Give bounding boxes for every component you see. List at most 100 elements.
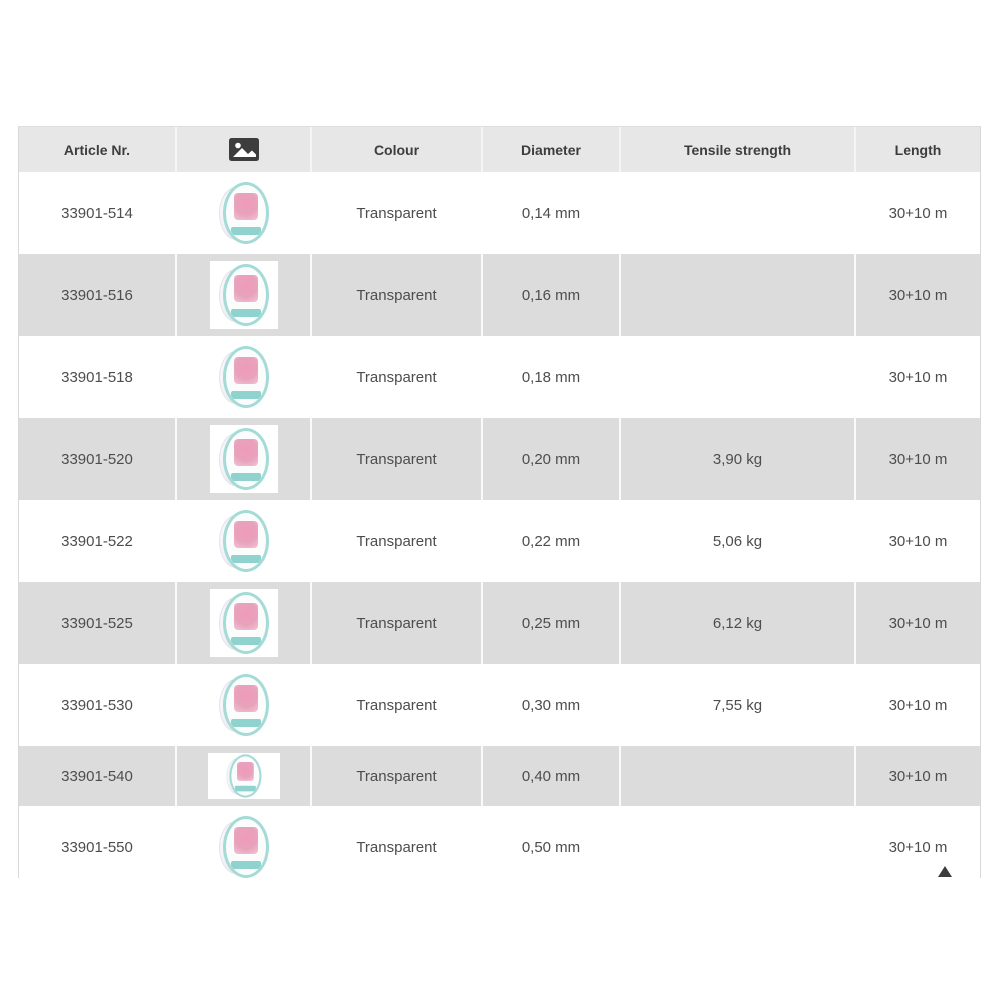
product-image-cell	[175, 336, 310, 418]
spool-band	[230, 391, 261, 399]
fishing-line-spool-image	[218, 816, 269, 878]
product-image-cell	[175, 254, 310, 336]
colour-value: Transparent	[310, 746, 481, 806]
colour-value: Transparent	[310, 254, 481, 336]
table-row: 33901-516 Transparent 0,16 mm 30+10 m	[19, 254, 980, 336]
article-number: 33901-540	[61, 767, 133, 785]
colour-value: Transparent	[310, 806, 481, 878]
product-image-cell	[175, 582, 310, 664]
colour-value: Transparent	[310, 418, 481, 500]
colour-value: Transparent	[310, 664, 481, 746]
table-header-row: Article Nr. Colour Diameter Tensile stre…	[19, 127, 980, 172]
spool-band	[230, 719, 261, 727]
length-value: 30+10 m	[854, 746, 980, 806]
product-thumbnail[interactable]	[209, 507, 278, 575]
length-value: 30+10 m	[854, 500, 980, 582]
table-row: 33901-520 Transparent 0,20 mm 3,90 kg 30…	[19, 418, 980, 500]
column-header-diameter: Diameter	[481, 127, 619, 172]
diameter-value: 0,14 mm	[481, 172, 619, 254]
column-header-tensile-strength: Tensile strength	[619, 127, 854, 172]
table-row: 33901-522 Transparent 0,22 mm 5,06 kg 30…	[19, 500, 980, 582]
product-image-cell	[175, 500, 310, 582]
product-thumbnail[interactable]	[209, 813, 278, 878]
spool-band	[230, 227, 261, 235]
diameter-value: 0,30 mm	[481, 664, 619, 746]
article-number: 33901-516	[61, 286, 133, 304]
tensile-strength-value	[619, 254, 854, 336]
product-thumbnail[interactable]	[209, 589, 278, 657]
column-header-image	[175, 127, 310, 172]
tensile-strength-value: 5,06 kg	[619, 500, 854, 582]
colour-value: Transparent	[310, 582, 481, 664]
length-value: 30+10 m	[854, 664, 980, 746]
fishing-line-spool-image	[218, 346, 269, 408]
product-thumbnail[interactable]	[207, 753, 280, 799]
table-row: 33901-518 Transparent 0,18 mm 30+10 m	[19, 336, 980, 418]
tensile-strength-value	[619, 806, 854, 878]
product-variants-table: Article Nr. Colour Diameter Tensile stre…	[18, 126, 981, 878]
tensile-strength-value	[619, 336, 854, 418]
spool-front-face	[222, 182, 269, 244]
tensile-strength-value	[619, 172, 854, 254]
fishing-line-spool-image	[218, 674, 269, 736]
spool-front-face	[222, 264, 269, 326]
spool-front-face	[228, 754, 261, 798]
spool-band	[230, 309, 261, 317]
colour-value: Transparent	[310, 500, 481, 582]
length-value: 30+10 m	[854, 582, 980, 664]
fishing-line-spool-image	[218, 510, 269, 572]
article-number: 33901-550	[61, 838, 133, 856]
spool-front-face	[222, 674, 269, 736]
fishing-line-spool-image	[218, 428, 269, 490]
spool-label	[233, 827, 258, 854]
length-value: 30+10 m	[854, 172, 980, 254]
fishing-line-spool-image	[226, 754, 261, 798]
column-header-length: Length	[854, 127, 980, 172]
spool-label	[233, 357, 258, 384]
diameter-value: 0,50 mm	[481, 806, 619, 878]
table-row: 33901-540 Transparent 0,40 mm 30+10 m	[19, 746, 980, 806]
spool-band	[230, 861, 261, 869]
product-image-cell	[175, 172, 310, 254]
length-value: 30+10 m	[854, 254, 980, 336]
product-thumbnail[interactable]	[209, 343, 278, 411]
fishing-line-spool-image	[218, 264, 269, 326]
spool-front-face	[222, 510, 269, 572]
tensile-strength-value: 3,90 kg	[619, 418, 854, 500]
spool-front-face	[222, 816, 269, 878]
spool-band	[234, 785, 256, 792]
column-header-colour: Colour	[310, 127, 481, 172]
article-number: 33901-522	[61, 532, 133, 550]
diameter-value: 0,20 mm	[481, 418, 619, 500]
length-value: 30+10 m	[854, 418, 980, 500]
product-thumbnail[interactable]	[209, 261, 278, 329]
spool-label	[233, 193, 258, 220]
spool-label	[233, 521, 258, 548]
spool-band	[230, 473, 261, 481]
colour-value: Transparent	[310, 172, 481, 254]
length-value: 30+10 m	[854, 806, 980, 878]
table-body: 33901-514 Transparent 0,14 mm 30+10 m 33…	[19, 172, 980, 878]
article-number: 33901-514	[61, 204, 133, 222]
fishing-line-spool-image	[218, 592, 269, 654]
product-thumbnail[interactable]	[209, 425, 278, 493]
fishing-line-spool-image	[218, 182, 269, 244]
spool-band	[230, 637, 261, 645]
table-row: 33901-514 Transparent 0,14 mm 30+10 m	[19, 172, 980, 254]
spool-label	[236, 762, 254, 781]
diameter-value: 0,22 mm	[481, 500, 619, 582]
article-number: 33901-530	[61, 696, 133, 714]
length-value: 30+10 m	[854, 336, 980, 418]
scroll-top-arrow-icon[interactable]	[938, 866, 952, 877]
table-row: 33901-530 Transparent 0,30 mm 7,55 kg 30…	[19, 664, 980, 746]
article-number: 33901-520	[61, 450, 133, 468]
product-image-cell	[175, 664, 310, 746]
spool-label	[233, 275, 258, 302]
article-number: 33901-525	[61, 614, 133, 632]
diameter-value: 0,16 mm	[481, 254, 619, 336]
diameter-value: 0,40 mm	[481, 746, 619, 806]
spool-front-face	[222, 592, 269, 654]
product-thumbnail[interactable]	[209, 179, 278, 247]
product-thumbnail[interactable]	[209, 671, 278, 739]
